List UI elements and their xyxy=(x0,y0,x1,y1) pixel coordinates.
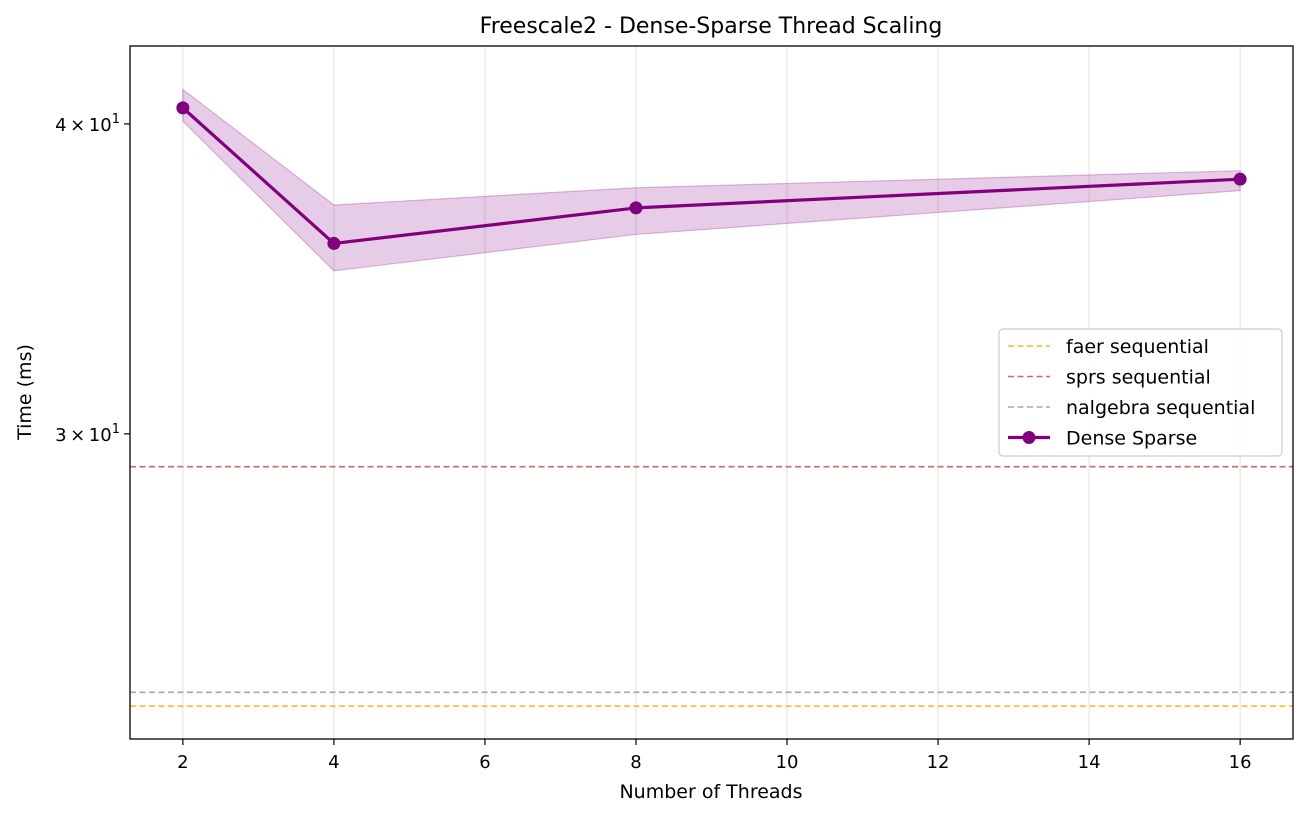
reference-lines xyxy=(130,465,1293,707)
plot-frame xyxy=(129,45,1294,740)
y-tick-exponent: 1 xyxy=(112,422,120,437)
legend-label: sprs sequential xyxy=(1066,367,1211,389)
data-point xyxy=(327,236,341,250)
chart-title: Freescale2 - Dense-Sparse Thread Scaling xyxy=(480,14,943,39)
legend-label: Dense Sparse xyxy=(1066,428,1197,450)
x-axis-label: Number of Threads xyxy=(619,781,802,803)
x-tick-label: 8 xyxy=(630,752,641,773)
legend-box xyxy=(998,328,1283,457)
x-tick-label: 16 xyxy=(1229,752,1252,773)
y-tick-label: 3 × 101 xyxy=(55,422,120,446)
legend-label: nalgebra sequential xyxy=(1066,397,1255,419)
error-band xyxy=(182,88,1241,272)
x-tick-label: 6 xyxy=(479,752,490,773)
x-tick-label: 4 xyxy=(328,752,339,773)
y-tick-mantissa: 4 × 10 xyxy=(55,115,112,136)
y-tick-label: 4 × 101 xyxy=(55,112,120,136)
data-point xyxy=(629,201,643,215)
grid xyxy=(182,46,1241,739)
data-series xyxy=(176,101,1247,250)
data-point xyxy=(1233,172,1247,186)
y-tick-mantissa: 3 × 10 xyxy=(55,425,112,446)
y-tick-exponent: 1 xyxy=(112,112,120,127)
x-axis-ticks: 2 4 6 8 10 12 14 16 xyxy=(177,739,1252,773)
x-tick-label: 2 xyxy=(177,752,188,773)
x-tick-label: 12 xyxy=(927,752,950,773)
x-tick-label: 14 xyxy=(1078,752,1101,773)
y-axis-label: Time (ms) xyxy=(14,344,36,441)
series-line xyxy=(181,106,1241,246)
data-point xyxy=(176,101,190,115)
legend-swatch-marker xyxy=(1022,431,1036,444)
x-tick-label: 10 xyxy=(776,752,799,773)
confidence-band xyxy=(182,88,1241,272)
legend-label: faer sequential xyxy=(1066,336,1209,358)
legend: faer sequential sprs sequential nalgebra s… xyxy=(998,328,1283,457)
